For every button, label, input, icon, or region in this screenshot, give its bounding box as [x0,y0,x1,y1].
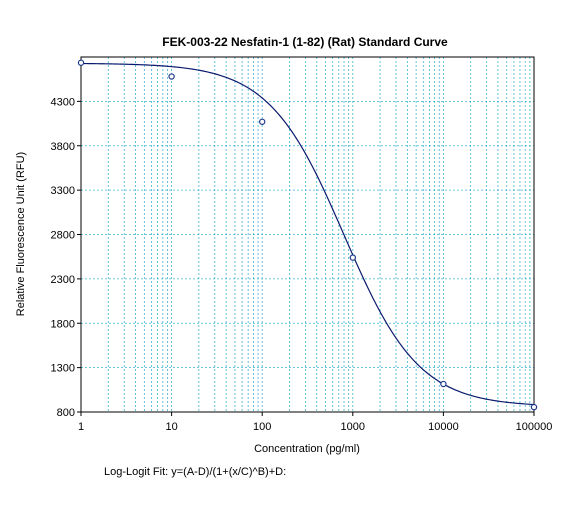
y-tick-label: 1800 [51,318,75,330]
x-axis-ticks: 1 10 100 1000 10000 100000 [78,412,552,433]
fit-equation: Log-Logit Fit: y=(A-D)/(1+(x/C)^B)+D: [104,466,287,478]
x-axis-label: Concentration (pg/ml) [254,443,360,455]
data-point [259,118,266,125]
y-tick-label: 3300 [51,185,75,197]
y-tick-label: 2300 [51,274,75,286]
x-tick-label: 100 [253,421,271,433]
data-point [440,380,447,388]
x-tick-label: 10000 [428,421,459,433]
y-tick-label: 2800 [51,230,75,242]
data-point [168,73,175,80]
data-point [530,403,538,411]
y-axis-ticks: 800 1300 1800 2300 2800 3300 3800 4300 [51,96,81,419]
x-tick-label: 100000 [516,421,553,433]
x-tick-label: 1000 [341,421,365,433]
y-tick-label: 3800 [51,141,75,153]
grid-lines [81,57,534,412]
x-tick-label: 10 [165,421,177,433]
y-axis-label: Relative Fluorescence Unit (RFU) [15,152,27,316]
data-point [77,59,85,66]
x-tick-label: 1 [78,421,84,433]
fit-curve [80,62,535,406]
y-tick-label: 800 [57,407,75,419]
data-point [349,254,356,261]
data-points [77,59,538,411]
chart-title: FEK-003-22 Nesfatin-1 (1-82) (Rat) Stand… [162,35,448,49]
y-tick-label: 4300 [51,96,75,108]
y-tick-label: 1300 [51,363,75,375]
